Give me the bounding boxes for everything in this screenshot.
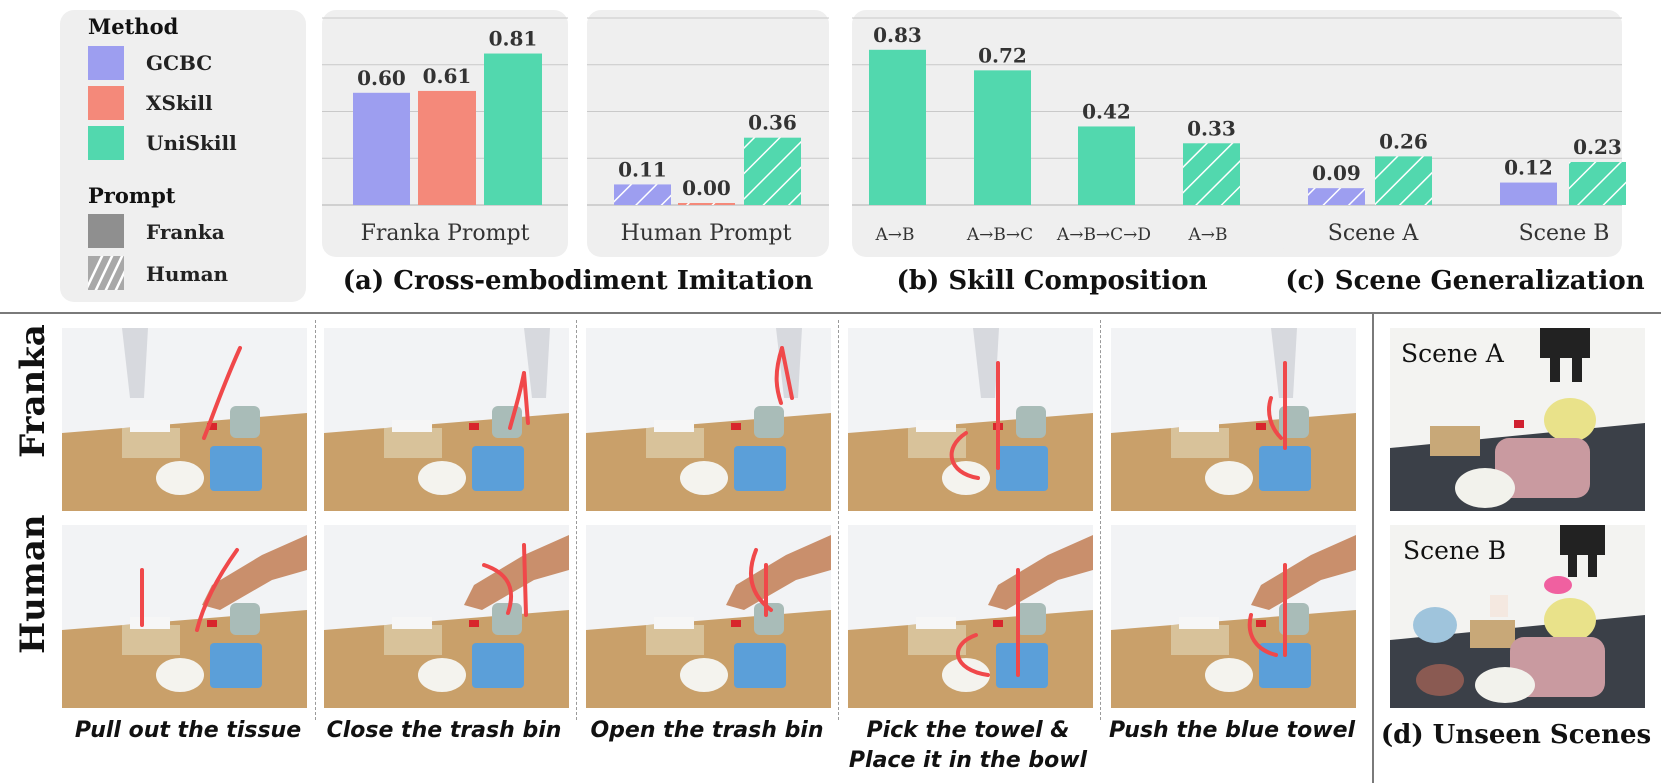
row-label-franka: Franka	[13, 324, 53, 458]
franka-photo-4	[848, 328, 1093, 511]
bar-xskill	[418, 90, 476, 205]
task-caption-4: Pick the towel & Place it in the bowl	[849, 716, 1087, 776]
bar-gcbc	[1308, 188, 1365, 205]
chart-panel-bg	[1282, 10, 1622, 257]
vertical-divider	[1372, 313, 1374, 783]
tick-label: A→B→C→D	[1056, 225, 1151, 245]
data-label: 0.12	[1504, 156, 1553, 180]
franka-photo-5	[1111, 328, 1356, 511]
dashed-divider-1	[315, 320, 316, 720]
human-photo-5	[1111, 525, 1356, 708]
data-label: 0.61	[423, 64, 472, 88]
tick-label: A→B	[1187, 225, 1227, 245]
bar-uniskill	[744, 137, 801, 205]
legend-swatch-franka	[88, 214, 124, 248]
bar-xskill	[678, 203, 735, 205]
data-label: 0.11	[618, 157, 667, 181]
task-caption-5: Push the blue towel	[1109, 716, 1355, 746]
franka-photo-3	[586, 328, 831, 511]
tick-label: Scene B	[1519, 221, 1610, 246]
dashed-divider-3	[838, 320, 839, 720]
legend-swatch-gcbc	[88, 46, 124, 80]
scene-a-label: Scene A	[1401, 339, 1504, 368]
scene-a-photo	[1390, 328, 1645, 511]
chart-title-skill-composition: (b) Skill Composition	[896, 266, 1208, 296]
human-photo-4	[848, 525, 1093, 708]
legend-swatch-xskill	[88, 86, 124, 120]
human-photo-2	[324, 525, 569, 708]
task-caption-line: Pull out the tissue	[74, 718, 302, 743]
tick-label: A→B→C	[966, 225, 1033, 245]
bar-gcbc	[353, 92, 410, 205]
human-photo-1	[62, 525, 307, 708]
data-label: 0.23	[1573, 135, 1622, 159]
row-label-human: Human	[13, 514, 53, 654]
data-label: 0.60	[357, 66, 406, 90]
bar-uniskill	[1183, 143, 1240, 205]
task-caption-line: Pick the towel &	[866, 718, 1070, 743]
legend-label-uniskill: UniSkill	[146, 131, 237, 155]
legend-label-xskill: XSkill	[146, 91, 213, 115]
legend-label-human: Human	[146, 262, 229, 286]
task-caption-3: Open the trash bin	[590, 716, 823, 746]
legend-swatch-uniskill	[88, 126, 124, 160]
horizontal-divider	[0, 312, 1661, 314]
chart-title-scene-generalization: (c) Scene Generalization	[1285, 266, 1645, 296]
task-caption-line: Push the blue towel	[1108, 718, 1356, 743]
human-photo-3	[586, 525, 831, 708]
legend-label-franka: Franka	[146, 220, 225, 244]
task-caption-line: Open the trash bin	[590, 718, 824, 743]
bar-gcbc	[614, 184, 671, 205]
bar-gcbc	[1500, 182, 1557, 205]
task-caption-1: Pull out the tissue	[75, 716, 301, 746]
franka-photo-2	[324, 328, 569, 511]
data-label: 0.09	[1312, 161, 1361, 185]
data-label: 0.36	[748, 111, 797, 135]
bar-uniskill	[1569, 161, 1626, 205]
legend-method-title: Method	[88, 14, 179, 39]
bar-uniskill	[1078, 126, 1135, 205]
bar-charts-svg: 0.60 0.61 0.81 Franka Prompt 0.11 0.00 0.36 Hum…	[322, 10, 1626, 257]
task-caption-line: Close the trash bin	[326, 718, 562, 743]
scene-b-photo	[1390, 525, 1645, 708]
data-label: 0.33	[1187, 116, 1236, 140]
tick-label: Scene A	[1328, 221, 1420, 246]
franka-photo-1	[62, 328, 307, 511]
data-label: 0.81	[489, 27, 538, 51]
legend-label-gcbc: GCBC	[146, 51, 213, 75]
data-label: 0.42	[1082, 99, 1131, 123]
data-label: 0.72	[978, 43, 1027, 67]
data-label: 0.83	[873, 23, 922, 47]
scene-b-label: Scene B	[1403, 536, 1507, 565]
data-label: 0.00	[682, 176, 731, 200]
unseen-scenes-title: (d) Unseen Scenes	[1380, 720, 1652, 750]
bar-uniskill	[869, 49, 926, 205]
tick-label: Human Prompt	[621, 221, 792, 246]
chart-title-cross-embodiment: (a) Cross-embodiment Imitation	[342, 266, 814, 296]
task-caption-2: Close the trash bin	[327, 716, 562, 746]
task-caption-line: Place it in the bowl	[848, 748, 1088, 773]
legend-prompt-title: Prompt	[88, 183, 176, 208]
data-label: 0.26	[1379, 129, 1428, 153]
bar-uniskill	[974, 70, 1031, 205]
bar-uniskill	[484, 53, 542, 205]
dashed-divider-2	[576, 320, 577, 720]
bar-uniskill	[1375, 156, 1432, 205]
tick-label: Franka Prompt	[361, 221, 530, 246]
dashed-divider-4	[1100, 320, 1101, 720]
tick-label: A→B	[874, 225, 914, 245]
